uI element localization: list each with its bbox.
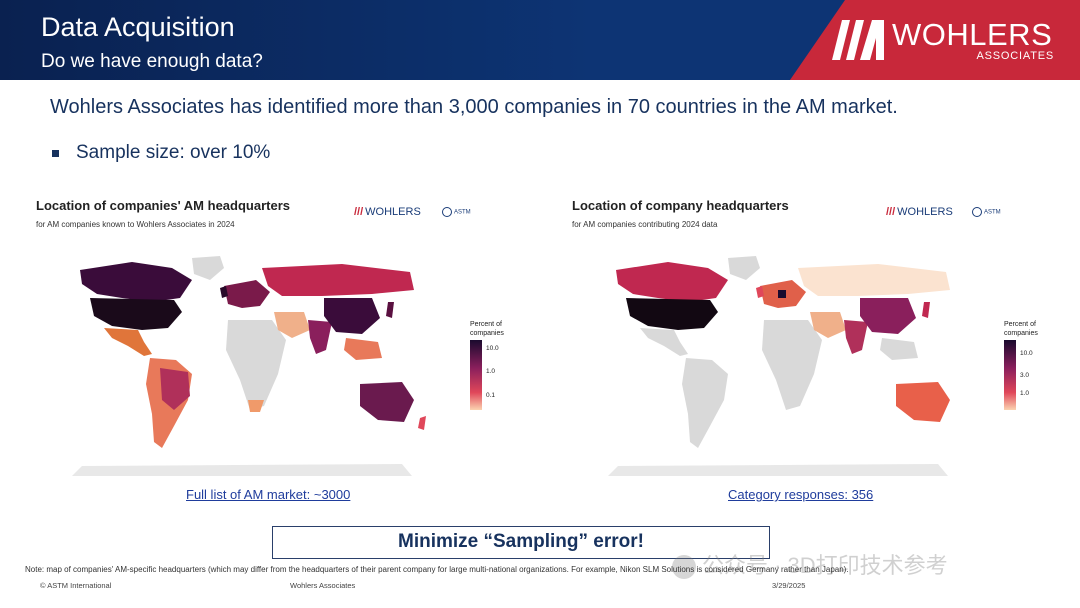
- map-region-australia: [896, 382, 950, 422]
- map-title: Location of companies' AM headquarters: [36, 198, 290, 213]
- map-region-china: [860, 298, 916, 334]
- map-region-antarctica: [608, 464, 948, 476]
- logo-associates: ASSOCIATES: [976, 50, 1054, 62]
- footer-date: 3/29/2025: [772, 581, 806, 590]
- bullet-item: Sample size: over 10%: [52, 142, 270, 164]
- map-region-china: [324, 298, 380, 334]
- slide-title: Data Acquisition: [41, 12, 235, 42]
- map-region-mexico: [640, 328, 688, 356]
- map-region-uk: [756, 286, 764, 298]
- map-region-africa: [762, 320, 822, 410]
- map-region-greenland: [728, 256, 760, 280]
- map-region-mexico: [104, 328, 152, 356]
- world-map-right: [608, 256, 950, 476]
- map-region-south-africa: [248, 400, 264, 412]
- map-region-uk: [220, 286, 228, 298]
- wohlers-logo: WOHLERS ASSOCIATES: [832, 17, 1054, 64]
- map-region-antarctica: [72, 464, 412, 476]
- map-panel-right: Location of company headquarters for AM …: [568, 196, 1038, 482]
- watermark: 公众号 · 3D打印技术参考: [672, 548, 948, 580]
- callout-box: Minimize “Sampling” error!: [272, 526, 770, 559]
- map-region-india: [844, 320, 868, 354]
- map-region-usa: [626, 298, 718, 330]
- category-responses-link[interactable]: Category responses: 356: [728, 487, 874, 502]
- map-legend-left: Percent of companies 10.0 1.0 0.1: [470, 320, 530, 420]
- world-map-left: [72, 256, 426, 476]
- map-region-new-zealand: [418, 416, 426, 430]
- slide-subtitle: Do we have enough data?: [41, 51, 263, 72]
- map-region-brazil: [160, 368, 190, 410]
- map-region-middle-east: [274, 312, 310, 338]
- map-region-south-america: [682, 358, 728, 448]
- footnote: Note: map of companies' AM-specific head…: [25, 565, 849, 574]
- map-region-australia: [360, 382, 414, 422]
- logo-wordmark: WOHLERS: [892, 17, 1053, 52]
- map-subtitle: for AM companies contributing 2024 data: [572, 220, 718, 229]
- map-region-india: [308, 320, 332, 354]
- legend-color-bar: [470, 340, 482, 410]
- bullet-square-icon: [52, 149, 59, 157]
- map-region-russia: [798, 264, 950, 296]
- map-region-greenland: [192, 256, 224, 280]
- map-region-se-asia: [880, 338, 918, 360]
- slide-header: Data Acquisition Do we have enough data?…: [0, 0, 1080, 80]
- intro-text: Wohlers Associates has identified more t…: [50, 96, 898, 118]
- map-region-germany: [778, 290, 786, 298]
- map-region-japan: [922, 302, 930, 318]
- map-region-canada: [80, 262, 192, 302]
- map-region-canada: [616, 262, 728, 302]
- map-region-se-asia: [344, 338, 382, 360]
- map-region-russia: [262, 264, 414, 296]
- wohlers-logo-mark-icon: [832, 20, 884, 60]
- map-region-africa: [226, 320, 286, 410]
- legend-color-bar: [1004, 340, 1016, 410]
- footer-copyright: © ASTM International: [40, 581, 112, 590]
- astm-seal-icon: [972, 207, 982, 217]
- map-region-usa: [90, 298, 182, 330]
- astm-seal-icon: [442, 207, 452, 217]
- map-legend-right: Percent of companies 10.0 3.0 1.0: [1004, 320, 1064, 420]
- footer-org: Wohlers Associates: [290, 581, 356, 590]
- map-region-europe: [224, 280, 270, 308]
- map-region-japan: [386, 302, 394, 318]
- map-subtitle: for AM companies known to Wohlers Associ…: [36, 220, 235, 229]
- map-panel-left: Location of companies' AM headquarters f…: [32, 196, 504, 482]
- bullet-text: Sample size: over 10%: [76, 142, 271, 163]
- map-region-middle-east: [810, 312, 846, 338]
- map-title: Location of company headquarters: [572, 198, 789, 213]
- wechat-icon: [672, 555, 696, 580]
- full-list-link[interactable]: Full list of AM market: ~3000: [186, 487, 351, 502]
